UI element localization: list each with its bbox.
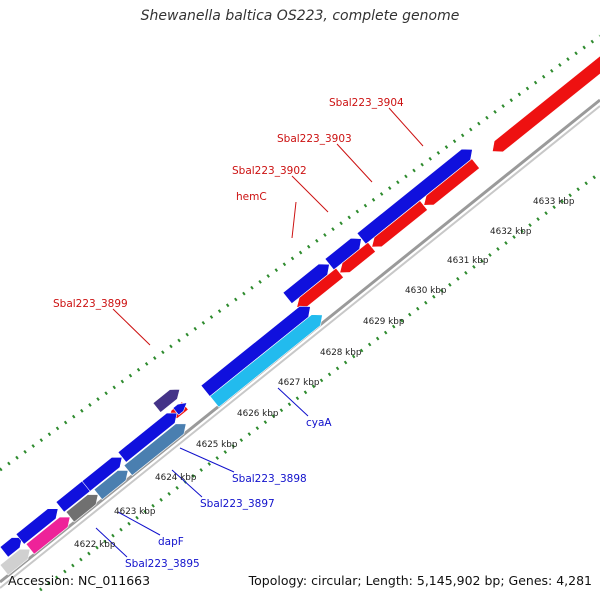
label-sbal223-3902: Sbal223_3902 [232,165,307,177]
scale-tick-label: 4624 kbp [155,473,197,483]
accession-label: Accession: NC_011663 [8,573,151,588]
gene-block-gray-light [0,548,31,576]
label-dapf: dapF [158,536,184,548]
leader-line-reverse [291,201,297,239]
scale-tick-label: 4633 kbp [533,197,575,207]
gene-block-pink [25,516,71,555]
scale-tick-label: 4630 kbp [405,286,447,296]
scale-tick-label: 4623 kbp [114,507,156,517]
gene-block-fwd-5 [172,402,188,416]
gene-block-3899-purple [152,388,181,413]
gene-block-3903-3904-outer [356,148,473,245]
gene-block-fwd-0 [0,537,23,558]
gene-block-cyaa [209,314,323,408]
backbone-line-inner [0,105,600,589]
scale-tick-labels: 4622 kbp 4623 kbp 4624 kbp 4625 kbp 4626 kbp… [74,197,575,550]
scale-tick-label: 4622 kbp [74,540,116,550]
gene-block-fwd-6 [200,305,311,397]
outer-dot-track [0,34,600,472]
leader-line-reverse [112,308,151,346]
leader-line-reverse [388,107,424,147]
topology-summary: Topology: circular; Length: 5,145,902 bp… [248,573,592,588]
gene-block-dapf [65,494,99,523]
gene-block-3898 [123,423,187,476]
scale-tick-label: 4625 kbp [196,440,238,450]
inner-dot-track [39,171,600,592]
gene-block-fwd-3 [81,456,123,492]
gene-features [0,55,600,576]
gene-labels: Sbal223_3904 Sbal223_3903 Sbal223_3902 hemC… [53,97,404,570]
label-sbal223-3895: Sbal223_3895 [125,558,200,570]
leader-line-forward [117,511,161,536]
label-sbal223-3904: Sbal223_3904 [329,97,404,109]
scale-tick-label: 4632 kbp [490,227,532,237]
leader-line-reverse [291,175,329,213]
leader-line-forward [171,469,203,498]
scale-tick-label: 4629 kbp [363,317,405,327]
label-sbal223-3898: Sbal223_3898 [232,473,307,485]
map-title: Shewanella baltica OS223, complete genom… [140,8,460,24]
label-sbal223-3899: Sbal223_3899 [53,298,128,310]
scale-tick-label: 4631 kbp [447,256,489,266]
label-sbal223-3903: Sbal223_3903 [277,133,352,145]
label-leader-lines [95,107,424,558]
leader-line-reverse [336,143,373,183]
gene-block-hemc-outer [282,263,330,304]
leader-line-forward [277,387,309,417]
tick-dot-tracks [0,34,600,592]
scale-tick-label: 4627 kbp [278,378,320,388]
gene-block-fwd-4 [117,412,178,463]
gene-block-3902-outer [324,237,362,271]
leader-line-forward [95,527,128,558]
label-hemc: hemC [236,191,267,203]
label-sbal223-3897: Sbal223_3897 [200,498,275,510]
scale-tick-label: 4626 kbp [237,409,279,419]
scale-tick-label: 4628 kbp [320,348,362,358]
leader-line-forward [179,447,235,473]
label-cyaa: cyaA [306,417,332,429]
gene-block-red-4 [423,158,480,206]
gene-block-3897 [93,470,129,501]
gene-block-fwd-1 [15,508,59,545]
gene-block-red-5 [492,55,600,153]
